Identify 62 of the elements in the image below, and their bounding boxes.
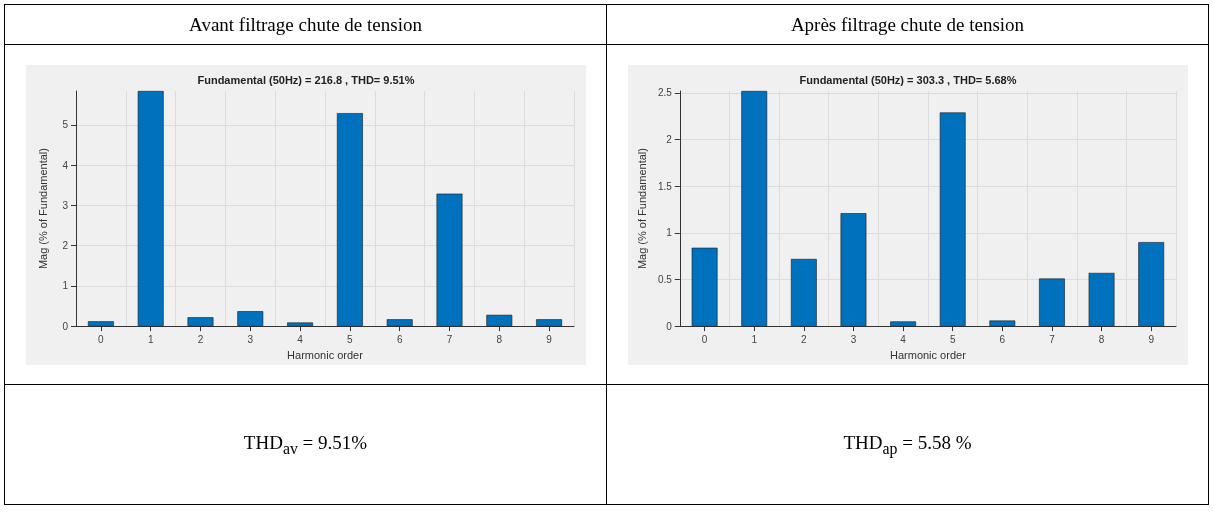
x-axis-title: Harmonic order xyxy=(889,348,966,360)
y-tick-label: 2.5 xyxy=(657,86,672,98)
x-axis-title: Harmonic order xyxy=(286,348,363,360)
chart-subtitle: Fundamental (50Hz) = 216.8 , THD= 9.51% xyxy=(196,73,415,85)
y-tick-label: 3 xyxy=(61,199,68,211)
bar xyxy=(137,90,164,326)
x-tick-label: 1 xyxy=(147,333,154,345)
y-tick-label: 1 xyxy=(665,226,672,238)
y-tick-label: 4 xyxy=(61,159,68,171)
bar xyxy=(87,320,114,326)
bar xyxy=(485,314,512,326)
bar xyxy=(790,258,817,326)
y-tick-label: 2 xyxy=(61,239,68,251)
x-tick-label: 7 xyxy=(446,333,453,345)
bar xyxy=(1088,272,1114,326)
bar xyxy=(1137,241,1164,326)
bar xyxy=(187,316,213,326)
bar xyxy=(386,318,413,326)
chart-title: Après filtrage chute de tension xyxy=(606,4,1209,45)
x-tick-label: 2 xyxy=(800,333,807,345)
y-tick-label: 2 xyxy=(665,133,672,145)
x-tick-label: 1 xyxy=(750,333,757,345)
x-tick-label: 5 xyxy=(949,333,956,345)
bar xyxy=(1038,278,1065,326)
x-tick-label: 4 xyxy=(296,333,303,345)
x-tick-label: 3 xyxy=(247,333,254,345)
bar xyxy=(691,247,718,326)
x-tick-label: 6 xyxy=(396,333,403,345)
bar xyxy=(988,320,1015,326)
x-tick-label: 0 xyxy=(701,333,708,345)
x-tick-label: 9 xyxy=(1147,333,1154,345)
bar xyxy=(740,90,767,326)
bar xyxy=(840,212,866,326)
text: THD$_{av}$ = 9.51% xyxy=(242,431,369,458)
bar xyxy=(535,318,562,326)
x-tick-label: 8 xyxy=(1098,333,1105,345)
bar xyxy=(889,320,916,326)
bar xyxy=(939,111,966,326)
y-tick-label: 0 xyxy=(665,320,672,332)
x-tick-label: 6 xyxy=(999,333,1006,345)
x-tick-label: 8 xyxy=(496,333,503,345)
text: THD$_{ap}$ = 5.58 % xyxy=(842,431,973,458)
bar xyxy=(286,321,313,326)
x-tick-label: 0 xyxy=(97,333,104,345)
chart-subtitle: Fundamental (50Hz) = 303.3 , THD= 5.68% xyxy=(798,73,1017,85)
bar xyxy=(236,310,263,326)
y-tick-label: 0 xyxy=(61,320,68,332)
chart-title: Avant filtrage chute de tension xyxy=(4,4,607,45)
x-tick-label: 3 xyxy=(850,333,857,345)
x-tick-label: 2 xyxy=(197,333,204,345)
x-tick-label: 7 xyxy=(1048,333,1055,345)
y-tick-label: 5 xyxy=(61,118,68,130)
x-tick-label: 9 xyxy=(545,333,552,345)
y-tick-label: 0.5 xyxy=(657,273,672,285)
y-axis-title: Mag (% of Fundamental) xyxy=(635,147,647,269)
x-tick-label: 5 xyxy=(346,333,353,345)
y-tick-label: 1.5 xyxy=(657,180,672,192)
y-axis-title: Mag (% of Fundamental) xyxy=(36,147,48,269)
y-tick-label: 1 xyxy=(61,279,68,291)
bar xyxy=(336,112,363,326)
x-tick-label: 4 xyxy=(899,333,906,345)
bar xyxy=(436,193,462,326)
